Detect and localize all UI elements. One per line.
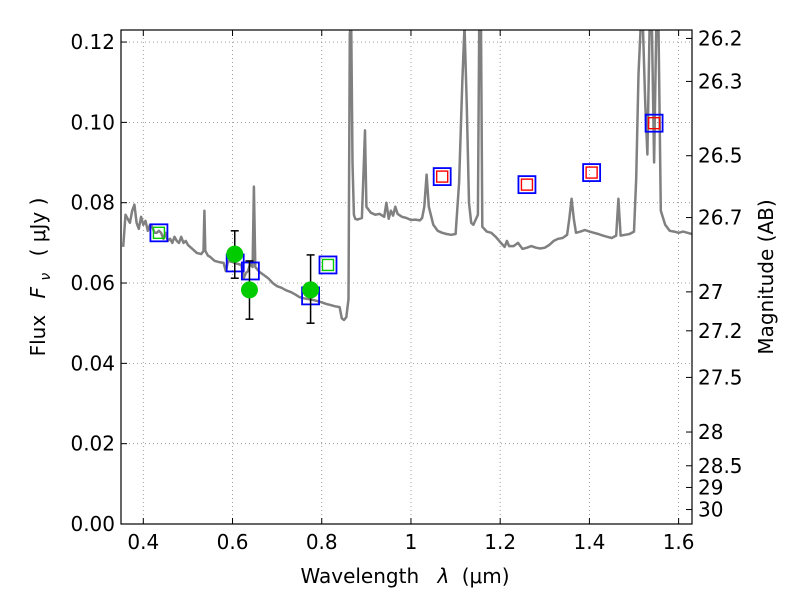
model-box — [240, 261, 260, 281]
y-tick-label: 0.04 — [70, 351, 115, 375]
model-inner-red — [647, 116, 661, 130]
model-box — [644, 113, 664, 133]
model-inner-red — [435, 170, 449, 183]
y-axis-label-unit: ( μJy ) — [26, 198, 50, 257]
model-box — [582, 163, 602, 182]
y-axis-label-symbol: F — [26, 286, 50, 298]
spectrum-series — [121, 30, 692, 322]
y-tick-label: 0.00 — [70, 512, 115, 536]
model-box — [517, 175, 537, 195]
model-point — [517, 175, 537, 195]
y-tick-label: 0.06 — [70, 271, 115, 295]
x-tick-label: 0.6 — [217, 530, 249, 554]
axis-ticks: 0.4 0.6 0.8 1 1.2 1.4 1.6 0.00 0.02 0.04 0.06 0.08 0… — [70, 26, 742, 554]
model-point — [240, 261, 260, 281]
spectrum-line — [121, 30, 692, 322]
y2-axis-label: Magnitude (AB) — [754, 199, 778, 354]
x-axis-label-text: Wavelength — [300, 564, 419, 588]
model-box — [149, 223, 169, 243]
observed-point — [240, 260, 258, 320]
observed-marker — [226, 245, 244, 263]
y2-tick-label: 26.3 — [698, 69, 743, 93]
observed-point — [226, 230, 244, 279]
x-tick-label: 0.4 — [127, 530, 159, 554]
y2-tick-label: 26.5 — [698, 144, 743, 168]
x-axis-label: Wavelength λ (μm) — [300, 564, 509, 588]
y2-tick-label: 27 — [698, 280, 723, 304]
y-tick-label: 0.10 — [70, 110, 115, 134]
x-tick-label: 0.8 — [306, 530, 338, 554]
y2-tick-label: 29 — [698, 475, 723, 499]
y2-tick-label: 26.2 — [698, 26, 743, 50]
y2-tick-label: 26.7 — [698, 206, 743, 230]
y2-tick-label: 30 — [698, 498, 723, 522]
model-point — [432, 167, 452, 186]
grid-lines — [121, 30, 692, 525]
y-axis-label: Flux F ν ( μJy ) — [26, 198, 55, 357]
y-tick-label: 0.08 — [70, 191, 115, 215]
model-inner-green — [152, 226, 166, 240]
y-tick-label: 0.02 — [70, 432, 115, 456]
observed-points — [226, 230, 320, 324]
model-inner-red — [520, 178, 534, 191]
model-inner-green — [321, 258, 335, 272]
model-point — [582, 163, 602, 182]
model-box — [432, 167, 452, 186]
y-tick-label: 0.12 — [70, 30, 115, 54]
y-axis-label-text: Flux — [26, 315, 50, 357]
observed-marker — [240, 281, 258, 299]
x-axis-label-symbol: λ — [437, 564, 450, 588]
observed-point — [302, 254, 320, 324]
x-tick-label: 1 — [405, 530, 418, 554]
model-inner-red — [585, 166, 598, 179]
model-box — [318, 255, 338, 275]
y2-tick-label: 28.5 — [698, 454, 743, 478]
plot-frame — [120, 29, 693, 525]
observed-marker — [302, 281, 320, 299]
y2-tick-label: 27.2 — [698, 319, 743, 343]
x-tick-label: 1.2 — [484, 530, 516, 554]
x-axis-label-unit: (μm) — [462, 564, 510, 588]
x-tick-label: 1.4 — [573, 530, 605, 554]
model-points — [149, 113, 664, 306]
y2-tick-label: 28 — [698, 420, 723, 444]
model-point — [644, 113, 664, 133]
model-point — [149, 223, 169, 243]
x-tick-label: 1.6 — [663, 530, 695, 554]
y-axis-label-subscript: ν — [38, 273, 54, 281]
y2-tick-label: 27.5 — [698, 365, 743, 389]
model-point — [318, 255, 338, 275]
